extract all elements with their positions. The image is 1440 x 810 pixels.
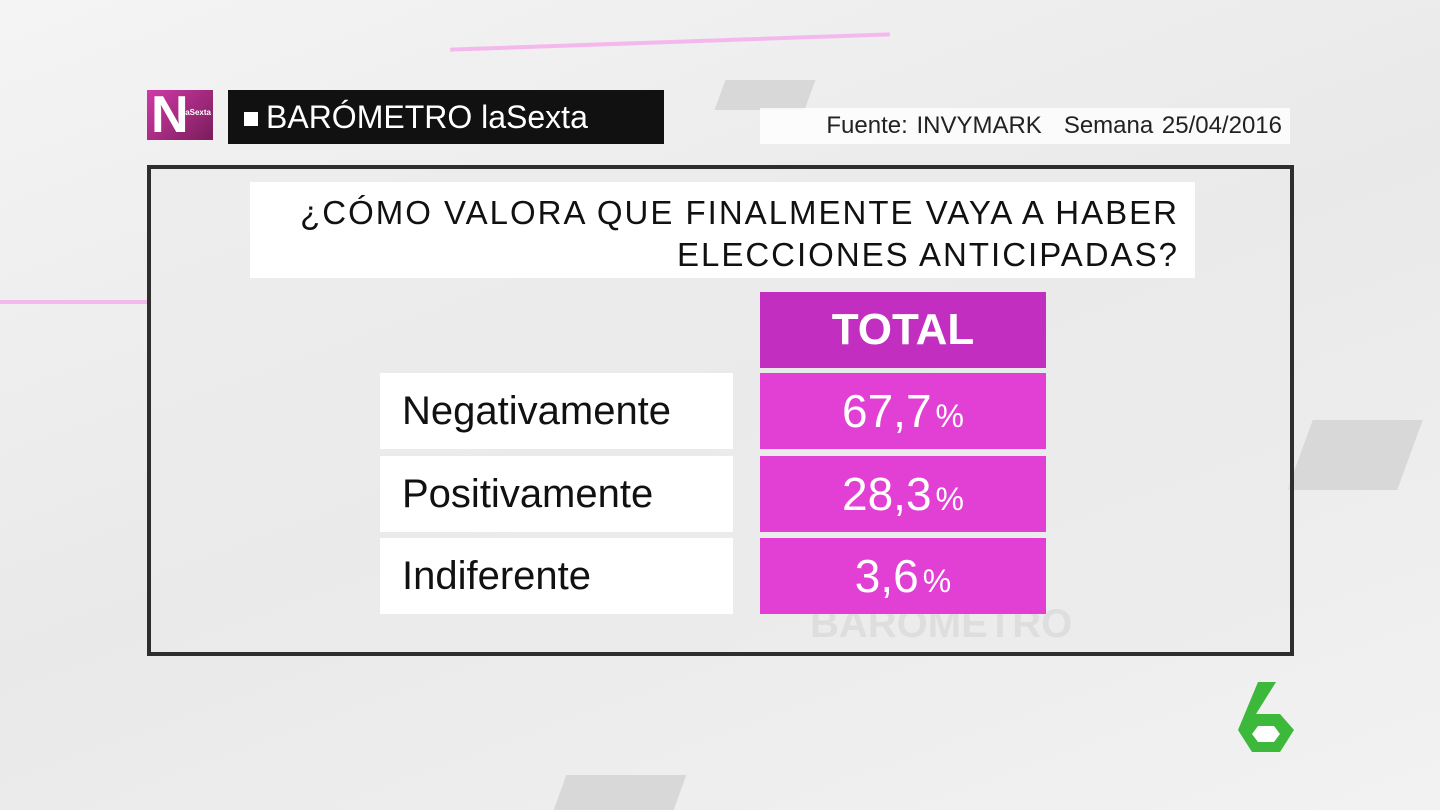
row-value: 67,7% xyxy=(760,373,1046,449)
row-label: Indiferente xyxy=(380,538,733,614)
channel-logo xyxy=(1238,682,1294,752)
row-value: 28,3% xyxy=(760,456,1046,532)
row-label: Positivamente xyxy=(380,456,733,532)
unit: % xyxy=(935,481,964,517)
question: ¿CÓMO VALORA QUE FINALMENTE VAYA A HABER… xyxy=(250,182,1195,278)
value: 3,6 xyxy=(854,550,919,602)
decor xyxy=(0,300,150,304)
value: 28,3 xyxy=(842,468,932,520)
decor xyxy=(714,80,816,110)
unit: % xyxy=(922,563,952,599)
header-title: BARÓMETRO laSexta xyxy=(228,90,664,144)
source: Fuente: INVYMARK Semana 25/04/2016 xyxy=(760,108,1290,144)
row-label: Negativamente xyxy=(380,373,733,449)
decor xyxy=(553,775,687,810)
unit: % xyxy=(935,398,964,434)
column-header: TOTAL xyxy=(760,292,1046,368)
row-value: 3,6% xyxy=(760,538,1046,614)
value: 67,7 xyxy=(842,385,932,437)
